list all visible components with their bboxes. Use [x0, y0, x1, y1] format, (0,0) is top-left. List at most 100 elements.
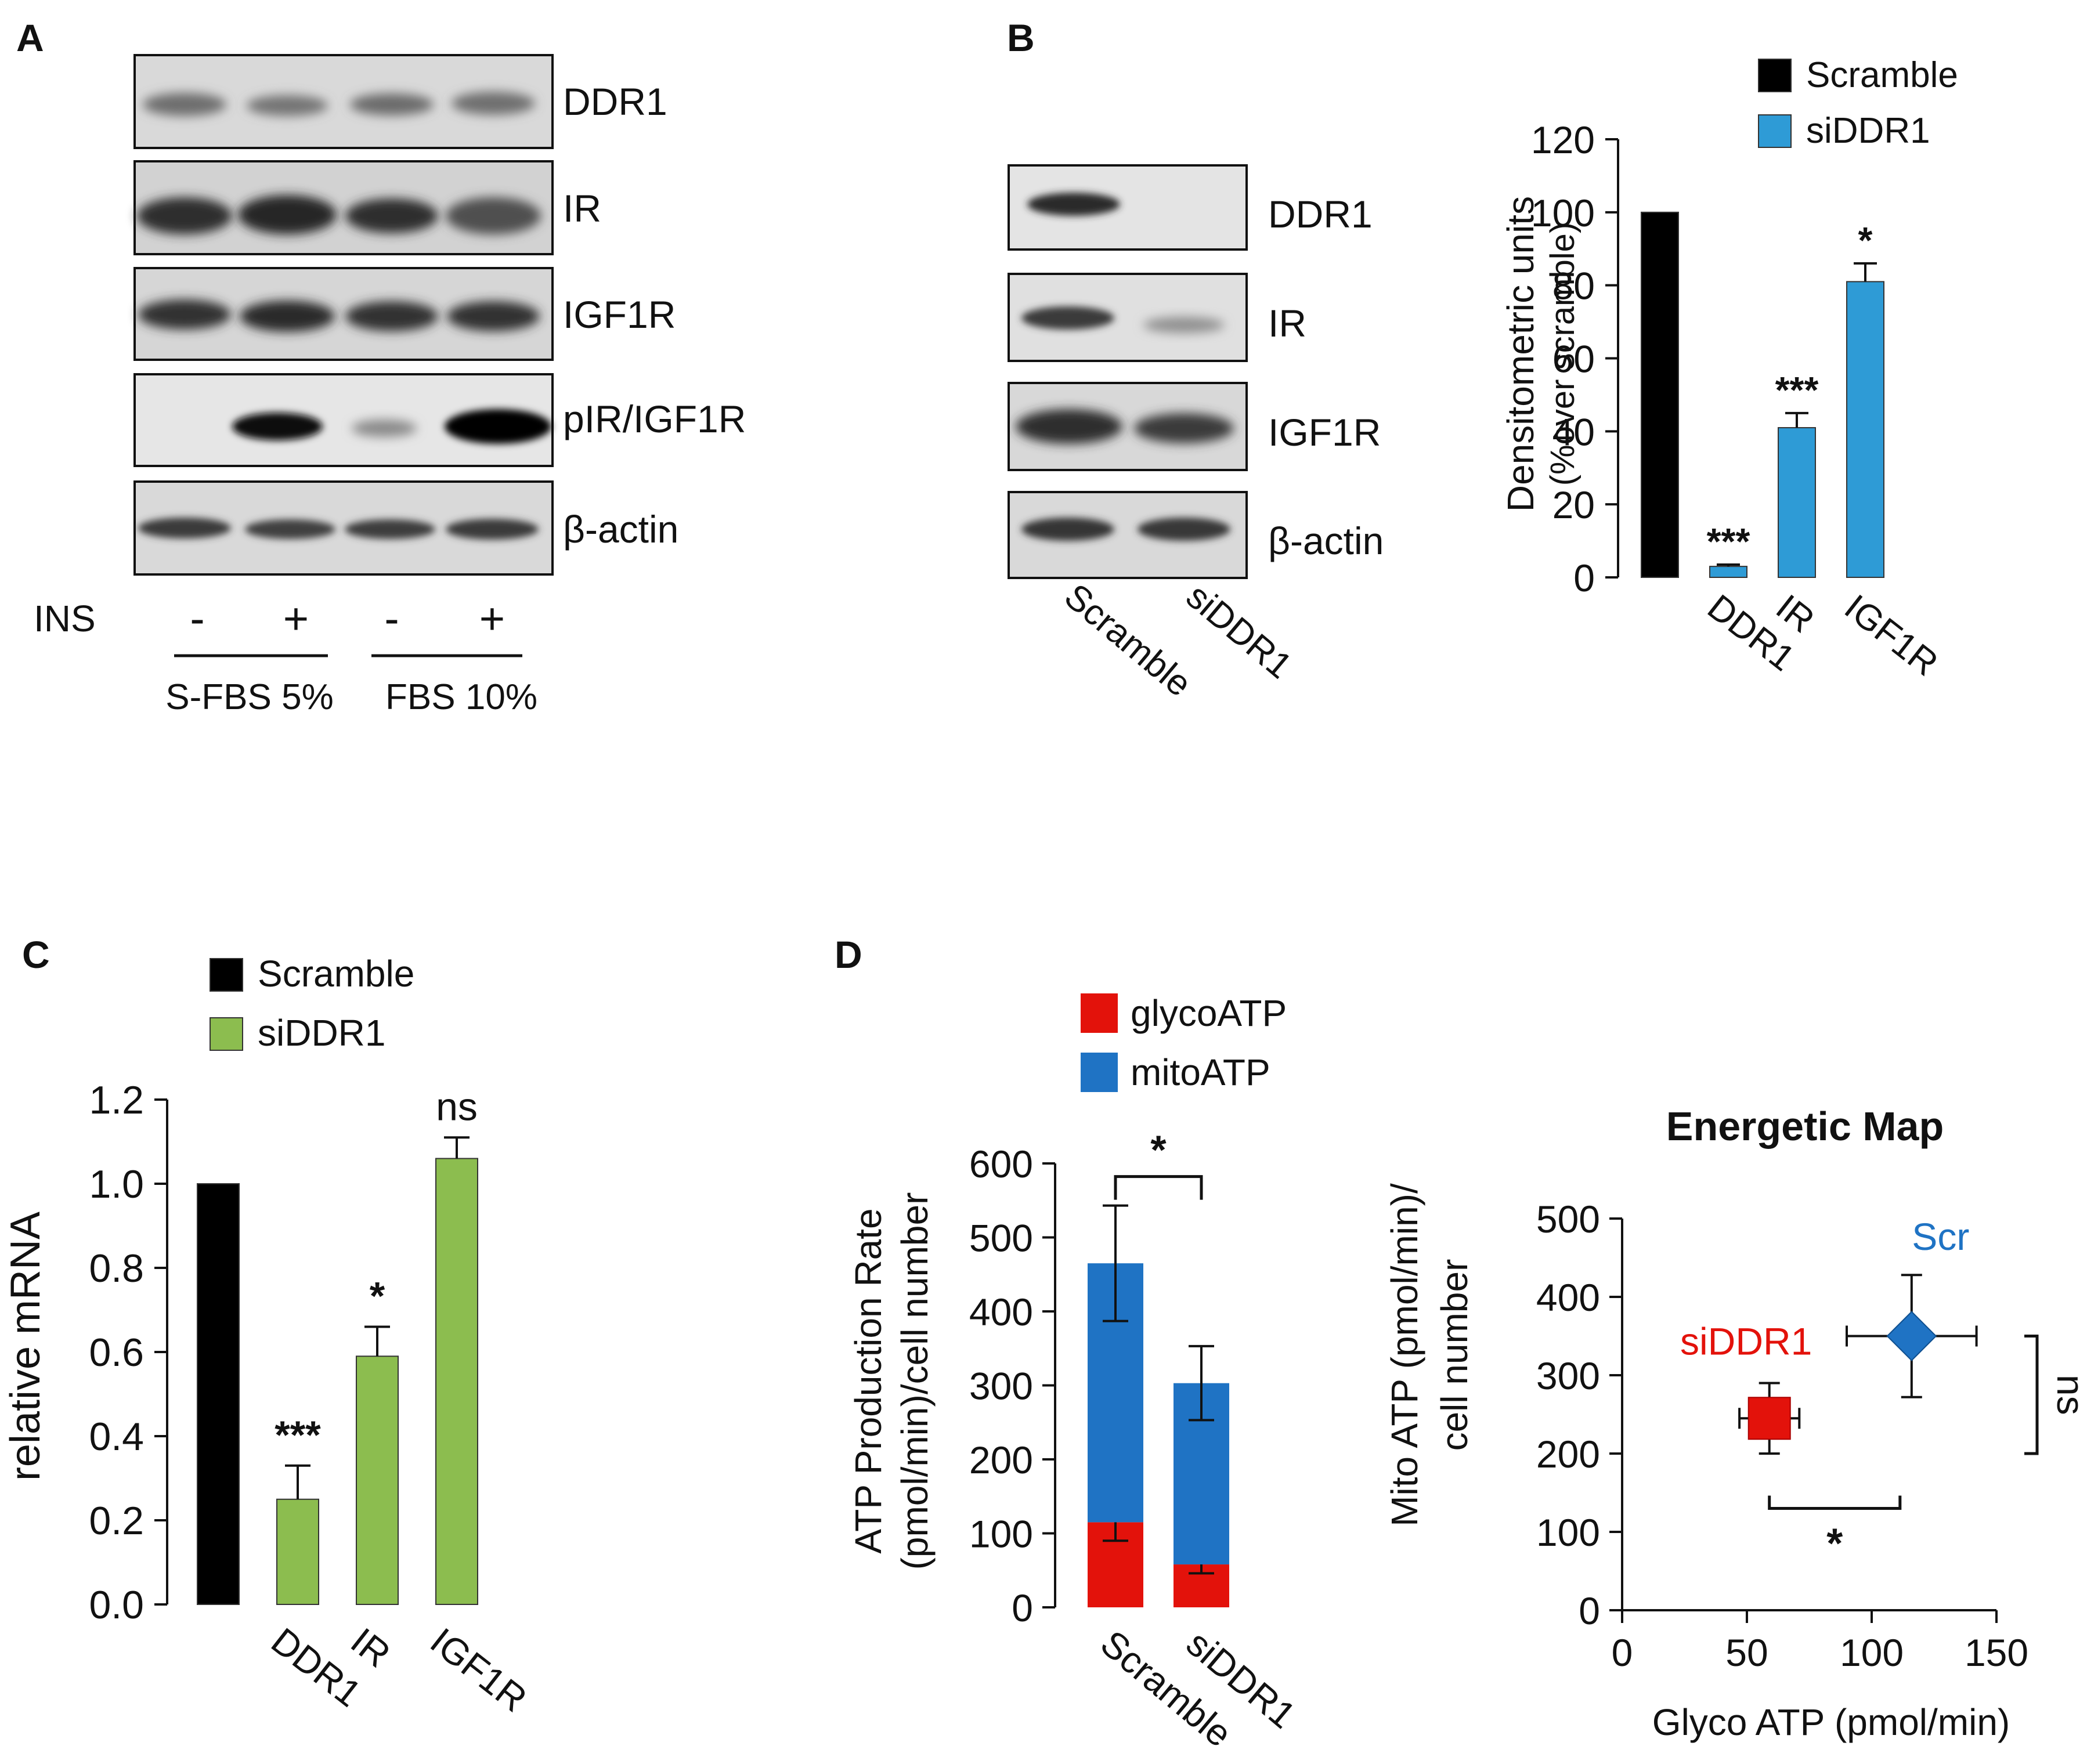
y-tick-label: 20 — [1552, 483, 1595, 526]
point-marker — [1747, 1397, 1791, 1440]
y-tick-label: 400 — [969, 1291, 1033, 1333]
bar — [1846, 281, 1884, 578]
blot-label: IGF1R — [563, 293, 676, 336]
significance-bracket — [1114, 1175, 1203, 1200]
y-tick-label: 600 — [969, 1143, 1033, 1185]
panel-d-letter: D — [835, 933, 862, 976]
y-tick-label: 1.0 — [89, 1162, 144, 1206]
y-tick-label: 0.0 — [89, 1583, 144, 1627]
y-tick-label: 40 — [1552, 410, 1595, 453]
chart-b: Densitometric units (%over scramble) 0 20… — [1500, 55, 1958, 684]
blot-b-ddr1 — [1008, 164, 1248, 251]
legend-swatch — [1081, 993, 1118, 1033]
y-tick-label: 0.4 — [89, 1415, 144, 1459]
significance-label: * — [370, 1274, 385, 1318]
legend-label: siDDR1 — [258, 1012, 385, 1054]
y-tick-label: 100 — [969, 1513, 1033, 1556]
y-tick-label: 0.2 — [89, 1499, 144, 1543]
y-tick-label: 0 — [1012, 1586, 1033, 1629]
blot-a-ir — [133, 160, 554, 255]
significance-label: ns — [2049, 1375, 2087, 1415]
significance-label: * — [1826, 1521, 1843, 1567]
point-label: siDDR1 — [1680, 1320, 1812, 1362]
blot-a-actin — [133, 480, 554, 576]
panel-b-letter: B — [1007, 16, 1035, 59]
ins-sign: + — [283, 594, 309, 644]
blot-label: DDR1 — [563, 80, 667, 123]
significance-label: *** — [1707, 520, 1750, 562]
chart-c: relative mRNA 0.0 0.2 0.4 0.6 0.8 1.0 1.2 Scram… — [2, 953, 535, 1720]
significance-label: ns — [436, 1085, 478, 1129]
x-tick-label: 100 — [1840, 1631, 1904, 1674]
blot-b-ir — [1008, 273, 1248, 362]
chart-title: Energetic Map — [1666, 1104, 1944, 1149]
legend-label: Scramble — [258, 953, 414, 995]
group-label: S-FBS 5% — [165, 677, 333, 717]
y-tick-label: 100 — [1536, 1511, 1600, 1554]
legend-label: Scramble — [1806, 55, 1958, 95]
y-axis-title: ATP Production Rate — [847, 1208, 889, 1553]
panel-a: A — [16, 16, 746, 717]
panel-d: D — [835, 933, 862, 976]
significance-label: *** — [1775, 369, 1819, 411]
legend-swatch — [210, 1017, 243, 1051]
x-tick-label: 0 — [1612, 1631, 1633, 1674]
blot-label: β-actin — [563, 508, 678, 551]
legend-swatch — [1758, 114, 1792, 148]
bar — [1778, 427, 1816, 579]
lane-label: Scramble — [1057, 576, 1199, 704]
y-tick-label: 200 — [969, 1438, 1033, 1481]
y-tick-label: 300 — [969, 1365, 1033, 1408]
panel-b: B DDR1 IR IGF1R β-actin Scramble siDDR1 — [1007, 16, 1384, 704]
panel-a-letter: A — [16, 16, 44, 59]
blot-a-pir-igf1r — [133, 373, 554, 467]
y-tick-label: 400 — [1536, 1276, 1600, 1319]
bar — [276, 1498, 319, 1605]
blot-label: pIR/IGF1R — [563, 397, 746, 440]
y-axis-subtitle: cell number — [1434, 1259, 1475, 1451]
x-tick-label: 50 — [1725, 1631, 1768, 1674]
lane-label: siDDR1 — [1179, 576, 1299, 686]
y-axis-subtitle: (%over scramble) — [1544, 222, 1582, 486]
blot-b-igf1r — [1008, 382, 1248, 471]
legend-label: glycoATP — [1131, 992, 1287, 1034]
significance-label: * — [1858, 219, 1873, 261]
x-tick-label: DDR1 — [263, 1620, 369, 1715]
blot-label: IR — [563, 187, 601, 230]
bar — [1709, 566, 1747, 578]
blot-label: DDR1 — [1268, 193, 1373, 236]
point-marker — [1886, 1311, 1937, 1361]
y-tick-label: 500 — [1536, 1198, 1600, 1241]
y-tick-label: 200 — [1536, 1433, 1600, 1476]
bar — [197, 1183, 240, 1605]
ins-label: INS — [34, 598, 96, 639]
blot-a-ddr1 — [133, 54, 554, 149]
group-label: FBS 10% — [385, 677, 537, 717]
point-label: Scr — [1912, 1215, 1969, 1258]
y-tick-label: 500 — [969, 1217, 1033, 1260]
y-tick-label: 60 — [1552, 338, 1595, 381]
y-tick-label: 0 — [1579, 1589, 1600, 1632]
legend-swatch — [1758, 59, 1792, 92]
y-tick-label: 0.6 — [89, 1331, 144, 1375]
significance-label: * — [1150, 1127, 1167, 1173]
bar — [356, 1355, 399, 1605]
y-axis-title: Mito ATP (pmol/min)/ — [1384, 1183, 1425, 1527]
significance-bracket-x — [1768, 1495, 1902, 1510]
y-tick-label: 300 — [1536, 1354, 1600, 1397]
bar — [1641, 211, 1679, 579]
legend-label: mitoATP — [1131, 1051, 1270, 1093]
chart-d-scatter: Energetic Map Mito ATP (pmol/min)/ cell … — [1384, 1104, 2087, 1743]
x-tick-label: IR — [343, 1620, 398, 1675]
y-tick-label: 120 — [1531, 118, 1595, 161]
x-tick-label: 150 — [1965, 1631, 2028, 1674]
legend-label: siDDR1 — [1806, 111, 1930, 151]
y-axis-subtitle: (pmol/min)/cell number — [894, 1192, 936, 1570]
chart-d-stacked: ATP Production Rate (pmol/min)/cell numb… — [847, 992, 1304, 1755]
blot-label: IGF1R — [1268, 411, 1381, 454]
y-tick-label: 1.2 — [89, 1078, 144, 1122]
y-tick-label: 80 — [1552, 265, 1595, 308]
blot-label: β-actin — [1268, 519, 1384, 562]
blot-b-actin — [1008, 491, 1248, 579]
